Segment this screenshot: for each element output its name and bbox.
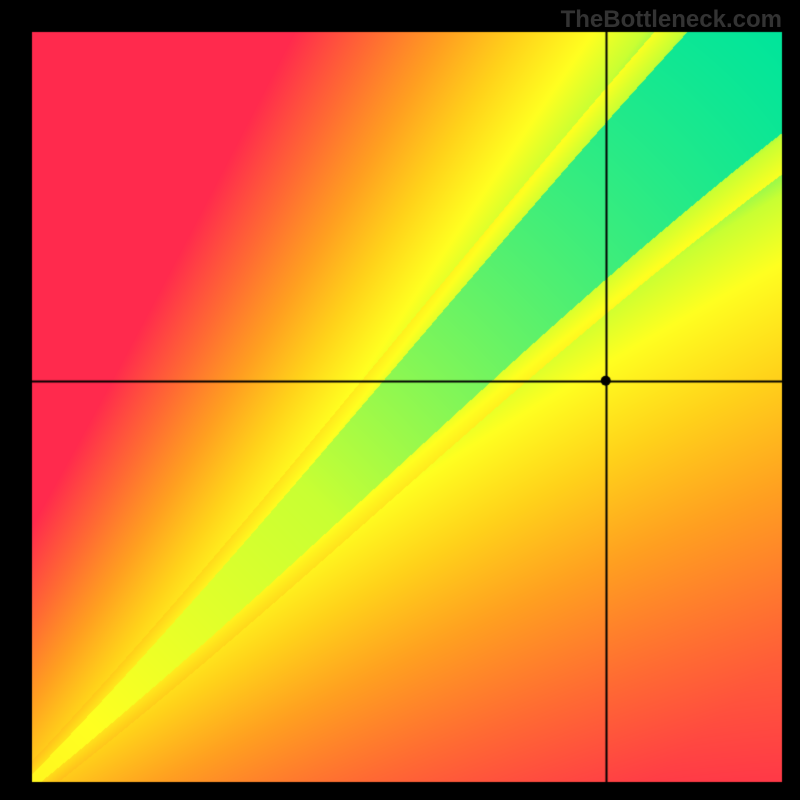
- figure-container: TheBottleneck.com: [0, 0, 800, 800]
- heatmap-canvas: [0, 0, 800, 800]
- watermark-text: TheBottleneck.com: [561, 6, 782, 34]
